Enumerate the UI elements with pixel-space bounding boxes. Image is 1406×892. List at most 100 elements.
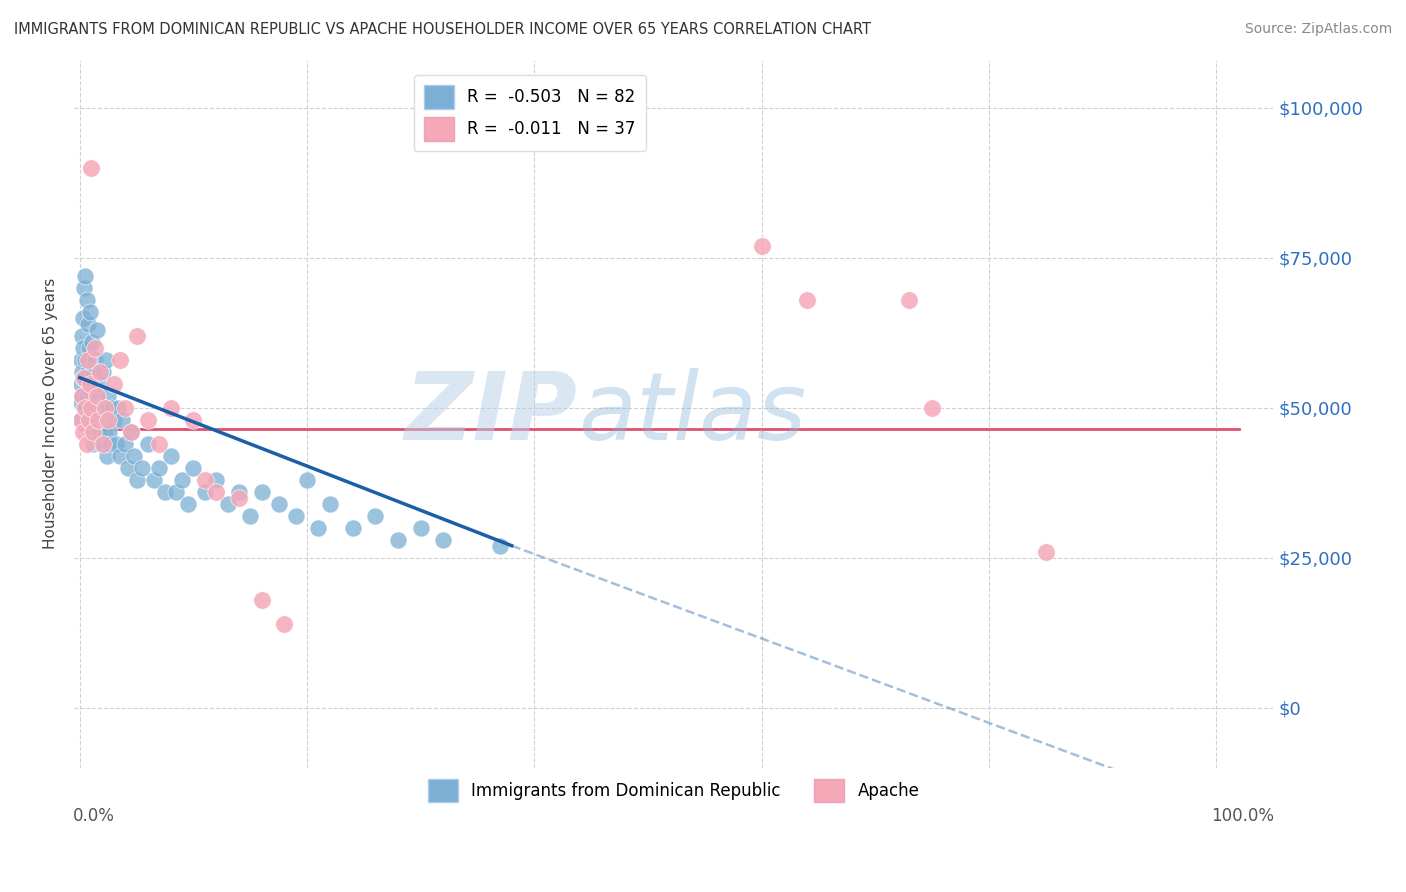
Y-axis label: Householder Income Over 65 years: Householder Income Over 65 years: [44, 278, 58, 549]
Point: [79, 376, 101, 391]
Point: [73, 370, 96, 384]
Point: [77, 412, 100, 426]
Point: [194, 484, 217, 499]
Point: [97, 389, 120, 403]
Point: [364, 508, 387, 523]
Point: [80, 401, 103, 415]
Point: [142, 473, 165, 487]
Point: [751, 238, 773, 252]
Point: [250, 592, 273, 607]
Point: [96, 449, 118, 463]
Point: [205, 473, 228, 487]
Point: [228, 484, 250, 499]
Point: [82, 401, 104, 415]
Point: [489, 539, 512, 553]
Point: [70, 394, 93, 409]
Point: [75, 268, 97, 283]
Point: [1035, 544, 1057, 558]
Point: [97, 412, 120, 426]
Point: [80, 161, 103, 175]
Point: [82, 334, 104, 349]
Point: [105, 436, 128, 450]
Point: [82, 436, 104, 450]
Point: [91, 436, 114, 450]
Point: [103, 376, 125, 391]
Point: [136, 436, 159, 450]
Point: [432, 533, 454, 547]
Text: ZIP: ZIP: [405, 368, 578, 459]
Point: [86, 323, 108, 337]
Point: [72, 370, 94, 384]
Point: [205, 484, 228, 499]
Point: [89, 412, 111, 426]
Text: atlas: atlas: [578, 368, 806, 459]
Point: [72, 310, 94, 325]
Point: [387, 533, 409, 547]
Point: [159, 449, 181, 463]
Point: [217, 497, 239, 511]
Point: [103, 412, 125, 426]
Point: [409, 521, 432, 535]
Point: [165, 484, 187, 499]
Point: [93, 401, 115, 415]
Point: [159, 401, 181, 415]
Point: [796, 293, 818, 307]
Point: [284, 508, 307, 523]
Point: [86, 389, 108, 403]
Point: [84, 389, 107, 403]
Point: [136, 412, 159, 426]
Point: [73, 401, 96, 415]
Point: [70, 389, 93, 403]
Point: [100, 401, 122, 415]
Point: [120, 425, 142, 439]
Point: [70, 412, 93, 426]
Point: [82, 425, 104, 439]
Point: [170, 473, 193, 487]
Point: [307, 521, 329, 535]
Point: [342, 521, 364, 535]
Point: [125, 328, 148, 343]
Point: [75, 401, 97, 415]
Point: [107, 401, 129, 415]
Point: [921, 401, 943, 415]
Point: [273, 616, 295, 631]
Point: [77, 341, 100, 355]
Point: [319, 497, 342, 511]
Point: [79, 407, 101, 421]
Point: [70, 412, 93, 426]
Point: [70, 376, 93, 391]
Legend: Immigrants from Dominican Republic, Apache: Immigrants from Dominican Republic, Apac…: [422, 772, 927, 809]
Point: [70, 328, 93, 343]
Point: [250, 484, 273, 499]
Point: [898, 293, 921, 307]
Point: [125, 473, 148, 487]
Point: [70, 352, 93, 367]
Point: [90, 436, 112, 450]
Point: [94, 401, 117, 415]
Point: [114, 436, 136, 450]
Point: [89, 365, 111, 379]
Point: [228, 491, 250, 505]
Point: [120, 425, 142, 439]
Point: [76, 436, 98, 450]
Point: [87, 401, 110, 415]
Point: [80, 418, 103, 433]
Point: [183, 460, 205, 475]
Point: [153, 484, 176, 499]
Point: [77, 383, 100, 397]
Text: Source: ZipAtlas.com: Source: ZipAtlas.com: [1244, 22, 1392, 37]
Point: [239, 508, 262, 523]
Point: [295, 473, 318, 487]
Point: [72, 425, 94, 439]
Point: [94, 425, 117, 439]
Point: [267, 497, 290, 511]
Point: [75, 352, 97, 367]
Point: [83, 341, 105, 355]
Point: [87, 412, 110, 426]
Point: [82, 365, 104, 379]
Point: [73, 280, 96, 294]
Point: [148, 460, 170, 475]
Text: IMMIGRANTS FROM DOMINICAN REPUBLIC VS APACHE HOUSEHOLDER INCOME OVER 65 YEARS CO: IMMIGRANTS FROM DOMINICAN REPUBLIC VS AP…: [14, 22, 872, 37]
Point: [194, 473, 217, 487]
Point: [148, 436, 170, 450]
